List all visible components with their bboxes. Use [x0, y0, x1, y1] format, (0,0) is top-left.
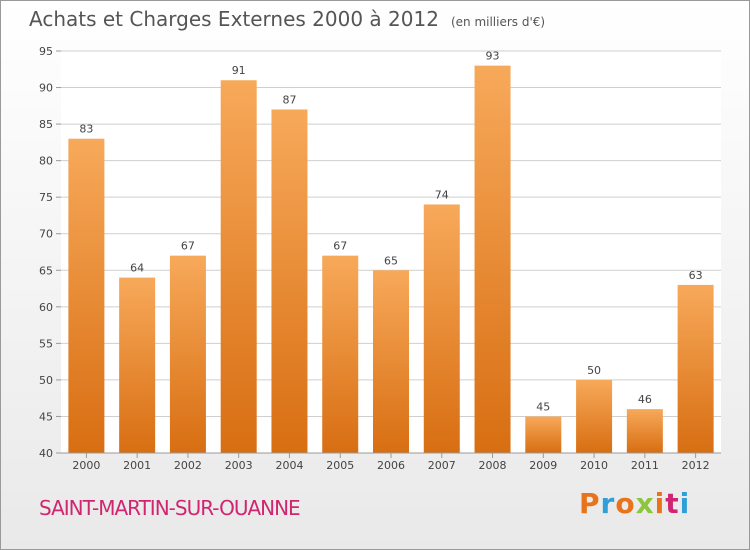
- logo-letter: x: [635, 487, 655, 520]
- y-tick-label: 40: [39, 447, 53, 460]
- y-tick-label: 90: [39, 82, 53, 95]
- x-tick-label: 2009: [529, 459, 557, 472]
- y-tick-label: 60: [39, 301, 53, 314]
- bar-2002: [169, 255, 206, 453]
- x-tick-label: 2012: [682, 459, 710, 472]
- bar-2000: [68, 138, 105, 453]
- x-tick-label: 2007: [428, 459, 456, 472]
- value-labels: 83 64 67 91 87 67 65 74 93 45 50 46 63: [79, 50, 702, 414]
- logo-letter: r: [600, 487, 616, 520]
- y-tick-label: 80: [39, 155, 53, 168]
- x-tick-label: 2003: [225, 459, 253, 472]
- x-tick-label: 2004: [275, 459, 303, 472]
- y-axis-labels: 40 45 50 55 60 65 70 75 80 85 90 95: [39, 45, 53, 460]
- logo-letter: t: [665, 487, 680, 520]
- bar-2004: [271, 109, 308, 454]
- x-tick-label: 2010: [580, 459, 608, 472]
- bar-value-label: 87: [282, 93, 296, 106]
- bar-value-label: 74: [435, 188, 449, 201]
- x-tick-label: 2008: [479, 459, 507, 472]
- bar-value-label: 45: [536, 400, 550, 413]
- logo-letter: P: [579, 487, 601, 520]
- bar-value-label: 50: [587, 364, 601, 377]
- bar-value-label: 65: [384, 254, 398, 267]
- bar-2006: [373, 270, 409, 453]
- bar-value-label: 46: [638, 393, 652, 406]
- logo-letter: i: [679, 487, 691, 520]
- y-tick-label: 95: [39, 45, 53, 58]
- bar-2008: [474, 65, 511, 454]
- bar-2010: [576, 379, 613, 453]
- proxiti-logo: Proxiti: [579, 487, 690, 520]
- bar-value-label: 91: [232, 64, 246, 77]
- bar-2001: [119, 277, 156, 453]
- chart-title-main: Achats et Charges Externes 2000 à 2012: [29, 7, 439, 31]
- y-tick-label: 65: [39, 264, 53, 277]
- commune-name: SAINT-MARTIN-SUR-OUANNE: [39, 496, 301, 520]
- bar-value-label: 67: [181, 240, 195, 253]
- bars: [68, 65, 714, 454]
- y-tick-label: 85: [39, 118, 53, 131]
- logo-letter: i: [654, 487, 666, 520]
- y-tick-label: 50: [39, 374, 53, 387]
- x-tick-label: 2005: [326, 459, 354, 472]
- chart-title: Achats et Charges Externes 2000 à 2012 (e…: [29, 7, 545, 31]
- bar-2011: [626, 409, 663, 453]
- x-tick-label: 2002: [174, 459, 202, 472]
- y-tick-label: 70: [39, 228, 53, 241]
- y-tick-label: 55: [39, 337, 53, 350]
- bar-2005: [322, 255, 359, 453]
- x-tick-label: 2006: [377, 459, 405, 472]
- bar-2009: [525, 416, 562, 453]
- x-tick-label: 2011: [631, 459, 659, 472]
- bar-value-label: 67: [333, 240, 347, 253]
- bar-value-label: 63: [689, 269, 703, 282]
- bar-2007: [423, 204, 460, 453]
- bar-value-label: 83: [79, 123, 93, 136]
- y-tick-label: 45: [39, 410, 53, 423]
- y-tick-label: 75: [39, 191, 53, 204]
- bar-value-label: 93: [486, 50, 500, 63]
- x-tick-label: 2001: [123, 459, 151, 472]
- x-axis-labels: 2000 2001 2002 2003 2004 2005 2006 2007 2008 2009…: [72, 453, 710, 472]
- x-tick-label: 2000: [72, 459, 100, 472]
- bar-2003: [220, 80, 257, 454]
- logo-letter: o: [615, 487, 636, 520]
- bar-value-label: 64: [130, 262, 144, 275]
- chart-title-unit: (en milliers d'€): [450, 15, 546, 29]
- bar-2012: [677, 284, 714, 453]
